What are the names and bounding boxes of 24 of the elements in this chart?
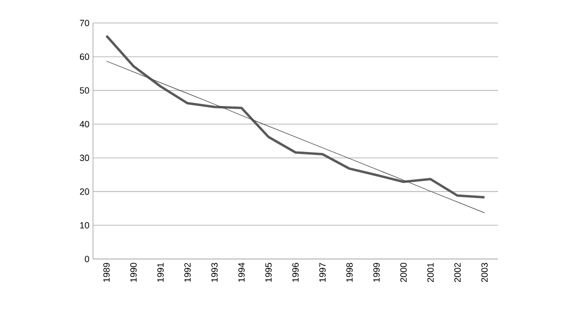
x-tick-label: 1991 (157, 262, 164, 282)
x-tick-label: 1999 (373, 262, 380, 282)
x-tick-label: 1992 (184, 262, 191, 282)
y-tick-label: 20 (80, 188, 90, 195)
x-tick-label: 2003 (481, 262, 488, 282)
y-tick-label: 40 (80, 120, 90, 128)
x-tick-label: 1996 (292, 262, 299, 282)
x-tick-label: 1995 (265, 262, 272, 282)
x-tick-label: 1994 (238, 262, 245, 282)
y-tick-label: 10 (80, 222, 90, 228)
x-tick-label: 1993 (211, 262, 218, 282)
y-tick-label: 70 (80, 20, 90, 26)
x-tick-label: 2000 (400, 262, 407, 282)
x-tick-label: 1989 (103, 262, 110, 282)
x-tick-label: 1997 (319, 262, 326, 282)
y-tick-label: 50 (80, 87, 90, 94)
y-tick-label: 0 (84, 256, 90, 262)
x-tick-label: 2001 (427, 262, 434, 282)
y-tick-label: 30 (80, 154, 90, 162)
x-tick-label: 1998 (346, 262, 353, 282)
y-tick-label: 60 (80, 54, 90, 60)
x-tick-label: 2002 (454, 262, 461, 282)
x-tick-label: 1990 (130, 262, 137, 282)
line-series (105, 34, 486, 198)
